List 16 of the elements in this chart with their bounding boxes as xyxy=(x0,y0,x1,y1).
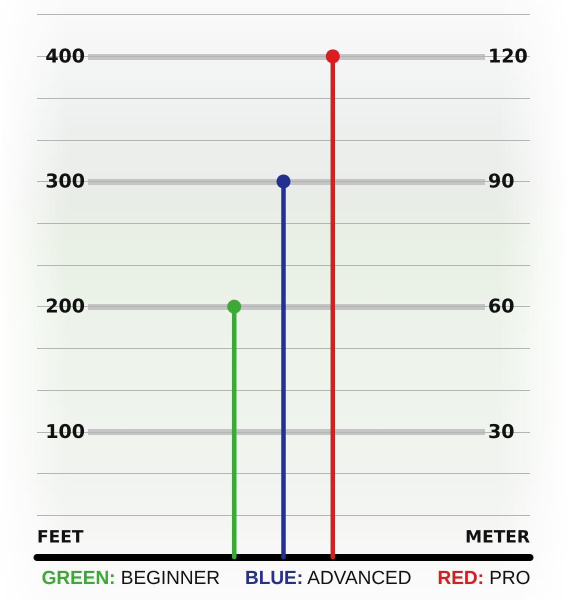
point xyxy=(276,174,290,188)
y-tick-label: 300 xyxy=(45,170,85,192)
y-tick-label: 200 xyxy=(45,296,85,318)
text: BLUE: ADVANCED xyxy=(245,568,412,589)
y2-axis-title: METER xyxy=(465,528,530,548)
y2-tick-label: 120 xyxy=(488,45,528,68)
point xyxy=(326,49,340,64)
y-tick-label: 100 xyxy=(45,420,85,443)
y2-tick-label: 30 xyxy=(488,420,514,443)
text: GREEN: BEGINNER xyxy=(42,568,220,589)
text: RED: PRO xyxy=(438,568,530,589)
y2-tick-label: 60 xyxy=(488,296,514,318)
point xyxy=(227,300,242,314)
y-tick-label: 400 xyxy=(45,45,85,68)
y2-tick-label: 90 xyxy=(488,170,514,192)
y-axis-title: FEET xyxy=(37,528,84,548)
